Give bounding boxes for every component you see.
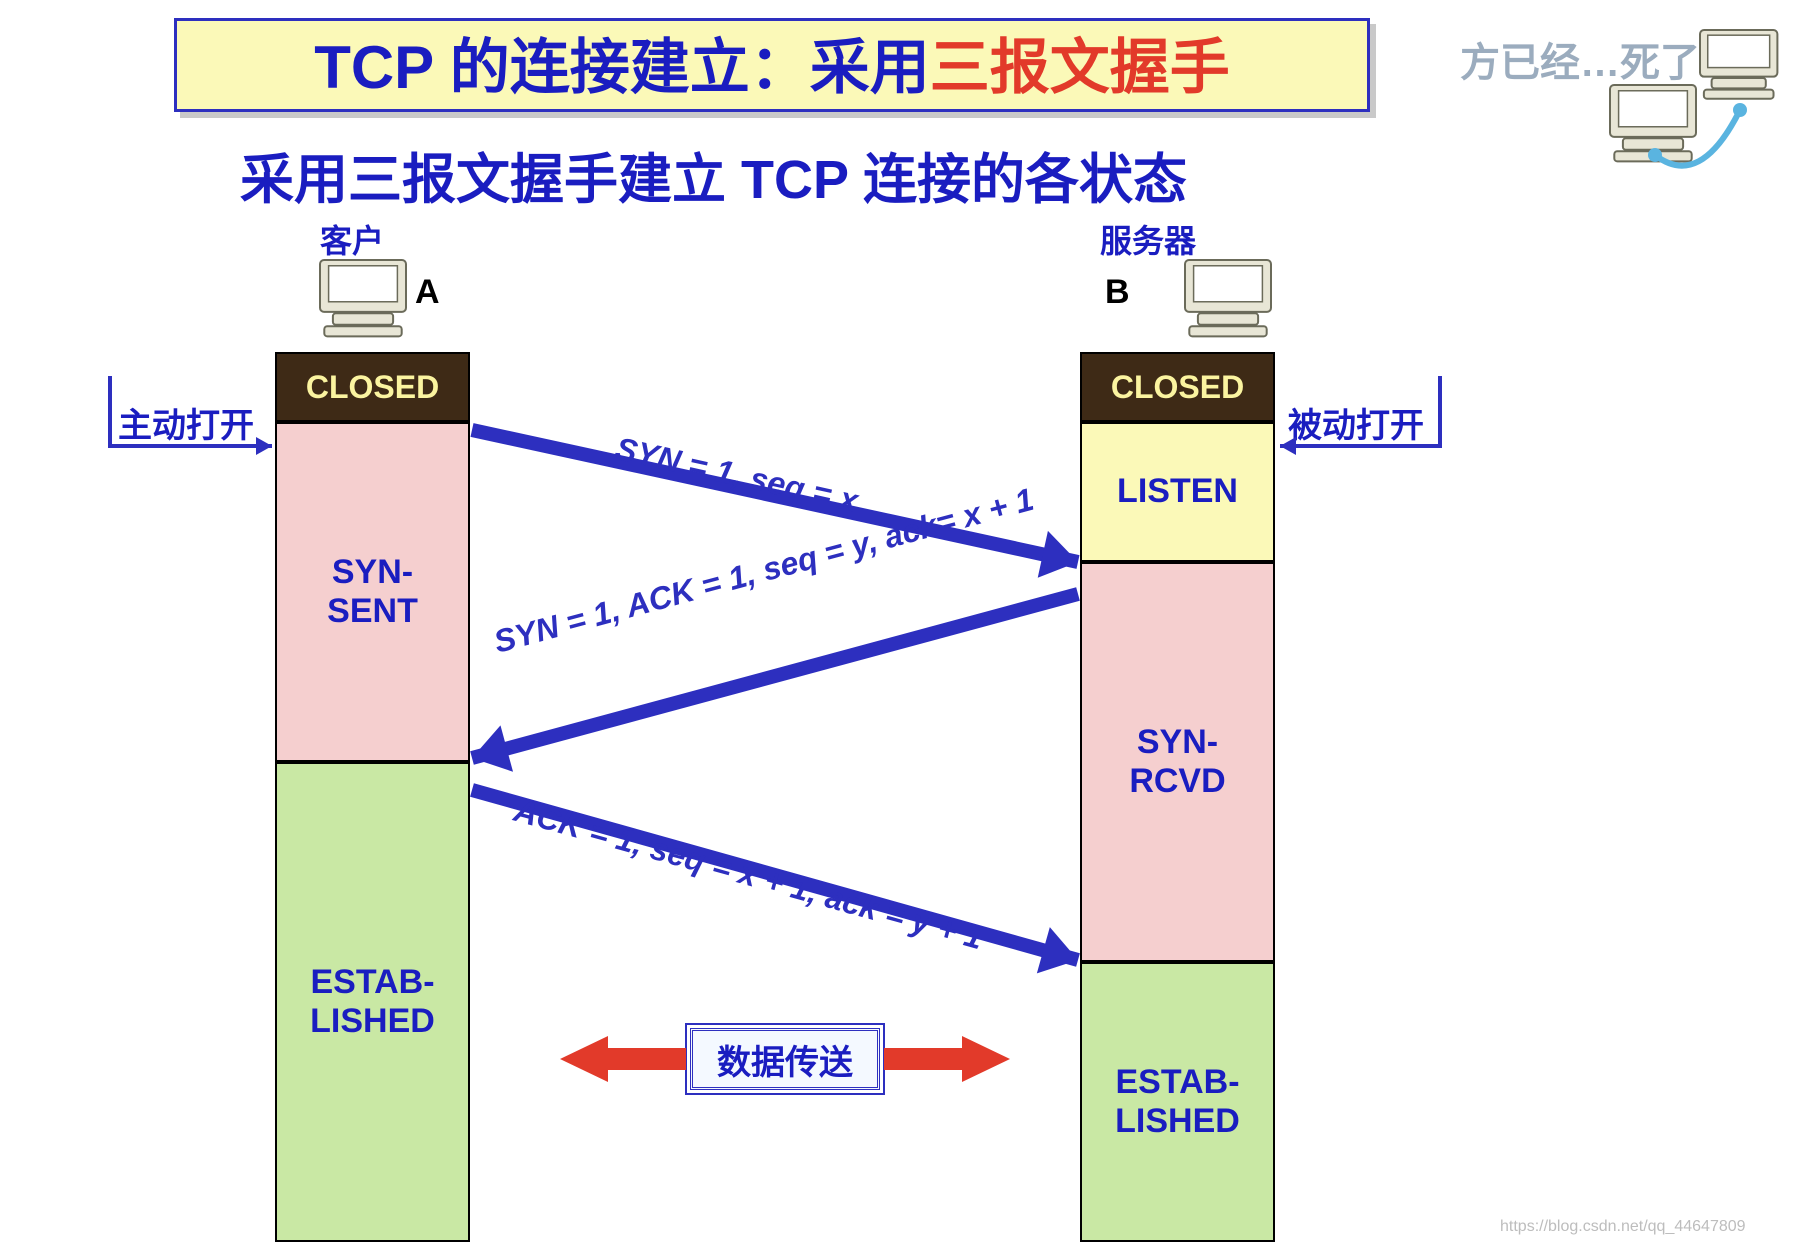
subtitle-bold: TCP xyxy=(741,150,848,210)
computer-icon xyxy=(1185,260,1271,336)
passive-open-label: 被动打开 xyxy=(1288,398,1424,447)
subtitle: 采用三报文握手建立 TCP 连接的各状态 xyxy=(240,135,1187,214)
title-banner: TCP 的连接建立：采用三报文握手 xyxy=(174,18,1370,112)
computer-icon xyxy=(1610,85,1696,161)
corner-overlay-text: 方已经…死了 xyxy=(1460,30,1700,88)
data-transfer-label: 数据传送 xyxy=(717,1035,853,1084)
server-host-letter: B xyxy=(1105,273,1130,312)
subtitle-pre: 采用三报文握手建立 xyxy=(240,150,741,210)
client-host-label: 客户 xyxy=(320,216,384,262)
client-state-closed: CLOSED xyxy=(275,352,470,422)
client-state-syn-sent: SYN- SENT xyxy=(275,422,470,762)
title-prefix: TCP 的连接建立：采用 xyxy=(314,34,930,101)
title-highlight: 三报文握手 xyxy=(930,34,1230,101)
watermark: https://blog.csdn.net/qq_44647809 xyxy=(1500,1218,1746,1236)
server-state-closed: CLOSED xyxy=(1080,352,1275,422)
client-state-estab-lished: ESTAB- LISHED xyxy=(275,762,470,1242)
computer-icon xyxy=(1700,30,1777,99)
handshake-message-3: ACK = 1, seq = x + 1, ack = y + 1 xyxy=(510,792,987,957)
server-host-label: 服务器 xyxy=(1100,216,1196,262)
data-transfer-box: 数据传送 xyxy=(690,1028,880,1090)
server-state-syn-rcvd: SYN- RCVD xyxy=(1080,562,1275,962)
server-state-listen: LISTEN xyxy=(1080,422,1275,562)
handshake-message-1: SYN = 1, seq = x xyxy=(612,430,861,520)
diagram-stage: TCP 的连接建立：采用三报文握手 采用三报文握手建立 TCP 连接的各状态 方… xyxy=(0,0,1811,1242)
computer-icon xyxy=(320,260,406,336)
subtitle-post: 连接的各状态 xyxy=(848,150,1187,210)
client-host-letter: A xyxy=(415,273,440,312)
handshake-message-2: SYN = 1, ACK = 1, seq = y, ack= x + 1 xyxy=(490,481,1038,661)
server-state-estab-lished: ESTAB- LISHED xyxy=(1080,962,1275,1242)
active-open-label: 主动打开 xyxy=(118,398,254,447)
